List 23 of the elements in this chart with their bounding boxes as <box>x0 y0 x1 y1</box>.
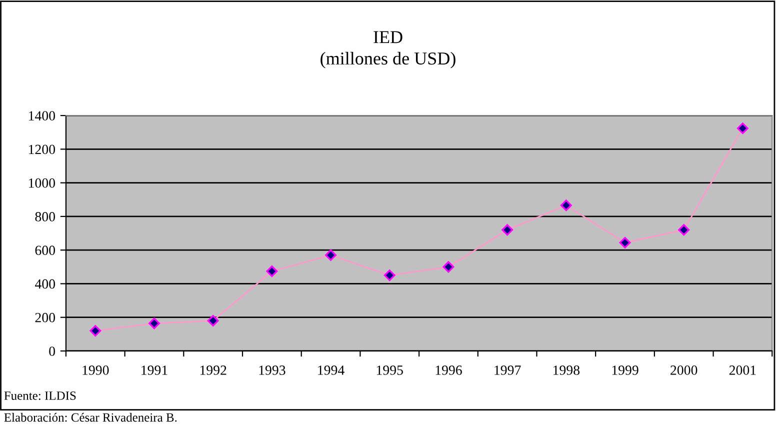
x-tick-label: 1997 <box>494 366 521 375</box>
x-tick-label: 1992 <box>200 366 226 375</box>
y-tick-label: 1200 <box>28 144 56 154</box>
y-tick-label: 200 <box>35 312 56 322</box>
x-tick-label: 1996 <box>436 366 462 375</box>
chart-title: IED (millones de USD) <box>320 31 456 68</box>
x-tick-label: 1991 <box>142 366 168 375</box>
x-tick-label: 1995 <box>376 366 403 375</box>
source-note: Fuente: ILDIS <box>4 391 76 400</box>
x-tick-label: 1990 <box>82 366 109 375</box>
x-tick-label: 1993 <box>259 366 286 375</box>
y-tick-label: 1000 <box>28 178 56 188</box>
x-tick-label: 1999 <box>612 366 638 375</box>
y-tick-label: 600 <box>35 246 56 256</box>
x-tick-label: 2001 <box>729 366 756 375</box>
y-tick-label: 0 <box>49 346 56 356</box>
x-tick-label: 1998 <box>553 366 580 375</box>
y-tick-label: 1400 <box>28 111 56 120</box>
y-tick-label: 400 <box>34 279 56 289</box>
x-tick-label: 1994 <box>318 366 344 375</box>
x-tick-label: 2000 <box>670 366 698 375</box>
text: Elaboración: César Rivadeneira B. <box>4 412 177 422</box>
y-tick-label: 800 <box>35 212 56 222</box>
